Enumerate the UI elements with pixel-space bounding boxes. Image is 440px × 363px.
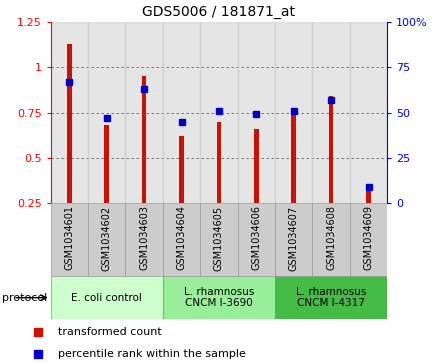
Bar: [238, 22, 275, 203]
Bar: [88, 203, 125, 276]
Text: percentile rank within the sample: percentile rank within the sample: [58, 349, 246, 359]
Text: GSM1034606: GSM1034606: [251, 205, 261, 270]
Bar: [51, 276, 163, 319]
Bar: [179, 136, 184, 203]
Bar: [366, 191, 371, 203]
Text: transformed count: transformed count: [58, 327, 162, 337]
Text: GSM1034602: GSM1034602: [102, 205, 112, 270]
Text: L. rhamnosus
CNCM I-4317: L. rhamnosus CNCM I-4317: [296, 287, 366, 309]
Bar: [275, 203, 312, 276]
Bar: [163, 22, 200, 203]
Bar: [163, 203, 200, 276]
Bar: [329, 96, 334, 203]
Text: protocol: protocol: [2, 293, 48, 303]
Text: L. rhamnosus
CNCM I-3690: L. rhamnosus CNCM I-3690: [184, 287, 254, 309]
Text: GSM1034604: GSM1034604: [176, 205, 187, 270]
Bar: [142, 76, 147, 203]
Bar: [163, 276, 275, 319]
Text: GSM1034608: GSM1034608: [326, 205, 336, 270]
Bar: [51, 203, 88, 276]
Bar: [291, 114, 296, 203]
Bar: [275, 22, 312, 203]
Text: GSM1034601: GSM1034601: [64, 205, 74, 270]
Text: GSM1034609: GSM1034609: [363, 205, 374, 270]
Bar: [312, 203, 350, 276]
Bar: [125, 22, 163, 203]
Bar: [51, 22, 88, 203]
Bar: [254, 129, 259, 203]
Bar: [200, 203, 238, 276]
Bar: [238, 203, 275, 276]
Bar: [350, 22, 387, 203]
Text: GSM1034603: GSM1034603: [139, 205, 149, 270]
Bar: [216, 122, 221, 203]
Bar: [200, 22, 238, 203]
Bar: [104, 125, 109, 203]
Text: GSM1034607: GSM1034607: [289, 205, 299, 270]
Bar: [88, 22, 125, 203]
Text: GSM1034605: GSM1034605: [214, 205, 224, 270]
Bar: [67, 44, 72, 203]
Bar: [275, 276, 387, 319]
Bar: [312, 22, 350, 203]
Title: GDS5006 / 181871_at: GDS5006 / 181871_at: [143, 5, 295, 19]
Bar: [350, 203, 387, 276]
Text: E. coli control: E. coli control: [71, 293, 142, 303]
Bar: [125, 203, 163, 276]
